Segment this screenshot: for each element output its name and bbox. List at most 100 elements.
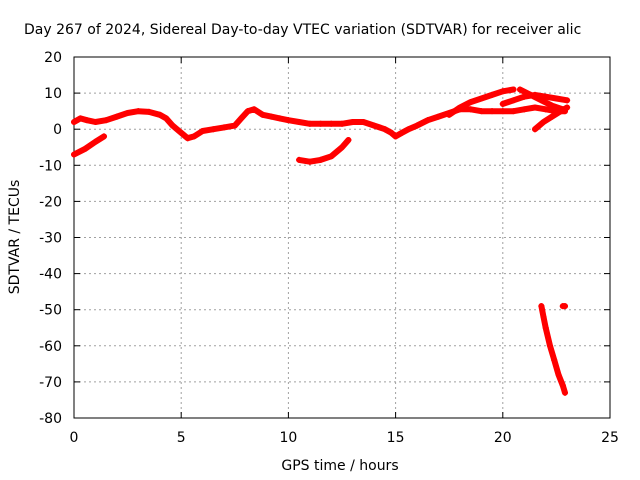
data-point	[510, 86, 517, 93]
series-track-2	[446, 86, 517, 118]
data-point	[499, 108, 506, 115]
chart-title: Day 267 of 2024, Sidereal Day-to-day VTE…	[24, 22, 581, 38]
x-tick-label: 0	[70, 430, 79, 446]
data-point	[542, 93, 549, 100]
data-point	[306, 120, 313, 127]
data-point	[564, 104, 571, 111]
y-tick-label: -50	[39, 303, 62, 319]
data-point	[553, 95, 560, 102]
data-point	[244, 108, 251, 115]
series-track-6	[71, 133, 108, 158]
data-point	[557, 108, 564, 115]
data-point	[296, 118, 303, 125]
data-point	[296, 156, 303, 163]
y-tick-label: -40	[39, 267, 62, 283]
data-point	[414, 122, 421, 129]
data-point	[499, 88, 506, 95]
data-point	[405, 126, 412, 133]
data-point	[424, 117, 431, 124]
data-point	[540, 313, 547, 320]
data-point	[531, 104, 538, 111]
data-point	[489, 108, 496, 115]
x-tick-label: 25	[601, 430, 619, 446]
data-point	[328, 120, 335, 127]
data-point	[399, 129, 406, 136]
data-point	[92, 138, 99, 145]
data-point	[538, 303, 545, 310]
y-tick-label: -10	[39, 158, 62, 174]
data-point	[478, 108, 485, 115]
data-point	[527, 91, 534, 98]
data-point	[146, 108, 153, 115]
x-tick-label: 15	[387, 430, 405, 446]
data-point	[345, 137, 352, 144]
data-point	[510, 97, 517, 104]
y-axis-label: SDTVAR / TECUs	[7, 180, 23, 295]
data-point	[561, 303, 568, 310]
data-point	[546, 342, 553, 349]
data-point	[549, 102, 556, 109]
data-point	[499, 100, 506, 107]
data-point	[371, 122, 378, 129]
data-point	[542, 324, 549, 331]
data-point	[191, 133, 198, 140]
data-point	[77, 115, 84, 122]
x-tick-label: 5	[177, 430, 186, 446]
data-point	[276, 115, 283, 122]
data-point	[564, 97, 571, 104]
data-point	[542, 106, 549, 113]
data-point	[559, 382, 566, 389]
data-point	[124, 109, 131, 116]
data-point	[199, 128, 206, 135]
y-tick-label: -30	[39, 231, 62, 247]
data-point	[210, 126, 217, 133]
data-point	[392, 133, 399, 140]
data-point	[551, 357, 558, 364]
data-point	[135, 108, 142, 115]
data-point	[169, 122, 176, 129]
series-track-5	[531, 104, 571, 133]
data-point	[339, 144, 345, 151]
data-point	[467, 99, 474, 106]
data-point	[71, 151, 77, 158]
x-tick-label: 20	[494, 430, 512, 446]
data-point	[251, 106, 258, 113]
data-point	[538, 97, 545, 104]
data-point	[339, 120, 345, 127]
data-point	[83, 117, 90, 124]
data-point	[92, 118, 99, 125]
data-point	[163, 115, 170, 122]
y-tick-label: -20	[39, 194, 62, 210]
data-point	[184, 135, 191, 142]
data-point	[446, 111, 453, 118]
data-point	[510, 108, 517, 115]
data-point	[231, 122, 238, 129]
data-point	[71, 118, 77, 125]
data-point	[549, 113, 556, 120]
x-tick-label: 10	[279, 430, 297, 446]
data-point	[317, 156, 324, 163]
data-point	[561, 389, 568, 396]
y-tick-label: -60	[39, 339, 62, 355]
data-point	[555, 371, 562, 378]
y-tick-label: 20	[44, 50, 62, 66]
data-point	[521, 106, 528, 113]
data-point	[113, 113, 120, 120]
data-point	[317, 120, 324, 127]
x-axis-label: GPS time / hours	[281, 458, 398, 474]
y-tick-label: 0	[53, 122, 62, 138]
data-point	[81, 146, 88, 153]
series-track-8	[538, 303, 568, 396]
data-point	[178, 129, 185, 136]
series-track-7	[296, 137, 352, 165]
data-point	[103, 117, 110, 124]
data-point	[456, 104, 463, 111]
series-track-9	[559, 303, 568, 310]
y-tick-label: -70	[39, 375, 62, 391]
data-point	[478, 95, 485, 102]
data-point	[489, 91, 496, 98]
data-point	[238, 115, 245, 122]
data-point	[221, 124, 228, 131]
data-point	[467, 106, 474, 113]
